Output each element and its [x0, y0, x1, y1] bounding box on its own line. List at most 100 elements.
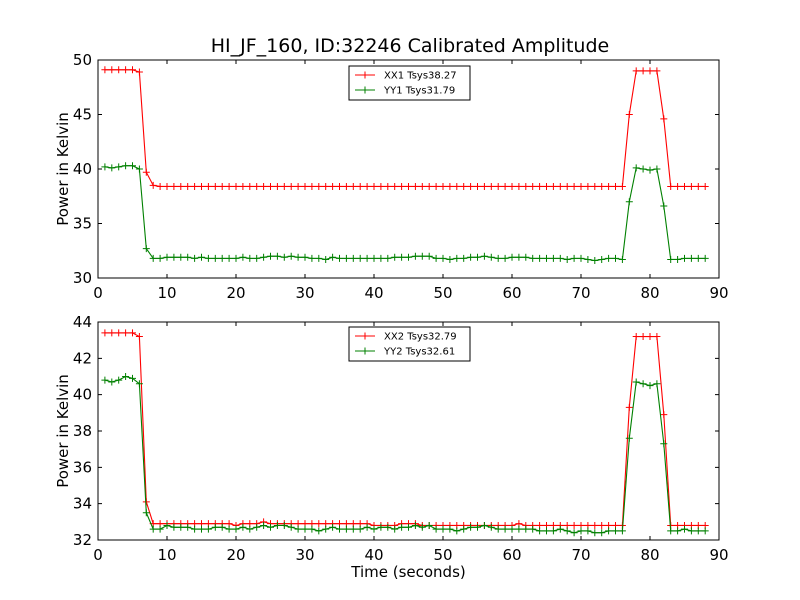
data-point [460, 182, 468, 190]
data-point [653, 165, 661, 173]
data-point [674, 182, 682, 190]
data-point [163, 521, 171, 529]
data-point [225, 182, 233, 190]
data-point [198, 182, 205, 190]
data-point [156, 182, 164, 190]
data-point [625, 198, 633, 206]
data-point [198, 525, 205, 533]
data-point [591, 529, 599, 537]
x-tick-label: 40 [364, 546, 383, 564]
data-point [446, 255, 454, 263]
data-point [246, 182, 254, 190]
subplot-2: 0 10 20 30 40 50 60 70 80 90 32 34 36 38 40 42 44 Power i… [54, 313, 729, 581]
data-point [612, 527, 619, 535]
data-point [287, 523, 295, 531]
x-tick-label: 50 [433, 546, 452, 564]
data-point [163, 253, 171, 261]
data-point [591, 182, 599, 190]
data-point [508, 182, 516, 190]
x-tick-label: 80 [640, 284, 659, 302]
data-point [605, 182, 613, 190]
data-point [632, 164, 640, 172]
data-point [267, 523, 274, 531]
data-point [474, 523, 481, 531]
data-point [315, 527, 323, 535]
data-point [149, 181, 157, 189]
y-tick-label: 34 [73, 495, 92, 513]
data-point [480, 521, 488, 529]
data-point [639, 165, 647, 173]
data-point [487, 182, 495, 190]
data-point [549, 182, 557, 190]
data-point [363, 182, 371, 190]
y-tick-label: 38 [73, 422, 92, 440]
data-point [446, 525, 454, 533]
data-point [260, 521, 268, 529]
data-point [543, 182, 550, 190]
x-tick-label: 10 [157, 284, 176, 302]
data-point [411, 182, 419, 190]
data-point [246, 254, 254, 262]
data-point [439, 254, 447, 262]
x-tick-label: 60 [502, 284, 521, 302]
data-point [301, 253, 309, 261]
data-point [418, 523, 426, 531]
data-point [142, 245, 150, 253]
data-point [515, 253, 523, 261]
data-point [591, 257, 599, 265]
data-point [632, 378, 640, 386]
data-point [439, 525, 447, 533]
legend-marker [361, 332, 369, 340]
data-point [660, 440, 668, 448]
data-point [563, 182, 571, 190]
data-point [280, 182, 288, 190]
data-point [480, 252, 488, 260]
data-point [370, 182, 378, 190]
data-point [639, 380, 647, 388]
data-point [184, 253, 192, 261]
data-point [577, 254, 585, 262]
data-point [556, 254, 564, 262]
x-tick-label: 0 [93, 546, 103, 564]
data-point [536, 254, 544, 262]
data-point [612, 182, 619, 190]
data-point [370, 525, 378, 533]
data-point [101, 329, 109, 337]
data-point [267, 252, 274, 260]
data-point [336, 525, 343, 533]
legend-box [348, 65, 471, 101]
data-point [467, 182, 475, 190]
data-point [377, 182, 385, 190]
data-point [563, 527, 571, 535]
data-point [315, 254, 323, 262]
data-point [453, 182, 461, 190]
data-point [115, 163, 123, 171]
data-point [398, 523, 406, 531]
data-point [494, 182, 502, 190]
data-point [163, 182, 171, 190]
x-tick-label: 20 [226, 284, 245, 302]
data-point [391, 525, 399, 533]
data-point [494, 254, 502, 262]
data-point [218, 523, 226, 531]
data-point [108, 329, 116, 337]
y-tick-label: 30 [73, 269, 92, 287]
data-point [191, 254, 199, 262]
data-point [218, 254, 226, 262]
data-point [218, 182, 226, 190]
x-tick-label: 0 [93, 284, 103, 302]
data-point [398, 253, 406, 261]
data-point [184, 182, 192, 190]
data-point [329, 253, 337, 261]
y-tick-label: 45 [73, 106, 92, 124]
x-tick-label: 50 [433, 284, 452, 302]
data-point [384, 254, 392, 262]
data-point [701, 527, 709, 535]
data-point [156, 525, 164, 533]
y-tick-label: 32 [73, 531, 92, 549]
data-point [253, 523, 261, 531]
data-point [329, 523, 337, 531]
data-point [460, 254, 468, 262]
data-point [625, 403, 633, 411]
data-point [425, 521, 433, 529]
